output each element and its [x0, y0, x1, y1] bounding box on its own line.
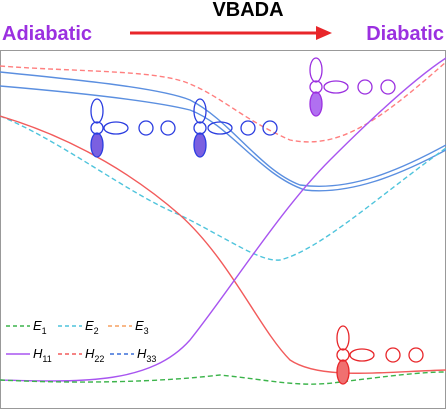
curve-e1: [0, 371, 446, 385]
symbol: E: [85, 318, 94, 333]
curve-e2: [0, 115, 446, 261]
curve-adiabatic: [0, 85, 446, 192]
symbol: H: [85, 346, 95, 361]
process-label: VBADA: [212, 0, 283, 21]
orbital-icon-4: [336, 325, 424, 385]
orbital-icon-3: [309, 57, 396, 117]
frame: [0, 50, 446, 409]
symbol: H: [137, 346, 147, 361]
orbital-icon-1: [90, 98, 176, 158]
legend-label: E1: [33, 318, 47, 336]
legend-label: H22: [85, 346, 104, 364]
subscript: 33: [146, 354, 156, 364]
curves: [0, 57, 446, 385]
symbol: E: [33, 318, 42, 333]
legend-label: H33: [137, 346, 156, 364]
subscript: 1: [42, 326, 47, 336]
curve-h22: [0, 115, 446, 374]
arrow-head: [316, 26, 332, 40]
left-label: Adiabatic: [2, 23, 92, 45]
subscript: 22: [94, 354, 104, 364]
orbital-icon-2: [193, 98, 278, 158]
subscript: 3: [144, 326, 149, 336]
subscript: 2: [94, 326, 99, 336]
right-label: Diabatic: [366, 23, 444, 45]
curve-h11: [0, 57, 446, 382]
subscript: 11: [42, 354, 51, 364]
legend-label: E3: [135, 318, 149, 336]
legend: E1 E2 E3 H11 H22 H33: [6, 318, 156, 364]
symbol: E: [135, 318, 144, 333]
legend-label: H11: [33, 346, 52, 364]
legend-label: E2: [85, 318, 99, 336]
curve-h33: [0, 71, 446, 187]
symbol: H: [33, 346, 43, 361]
